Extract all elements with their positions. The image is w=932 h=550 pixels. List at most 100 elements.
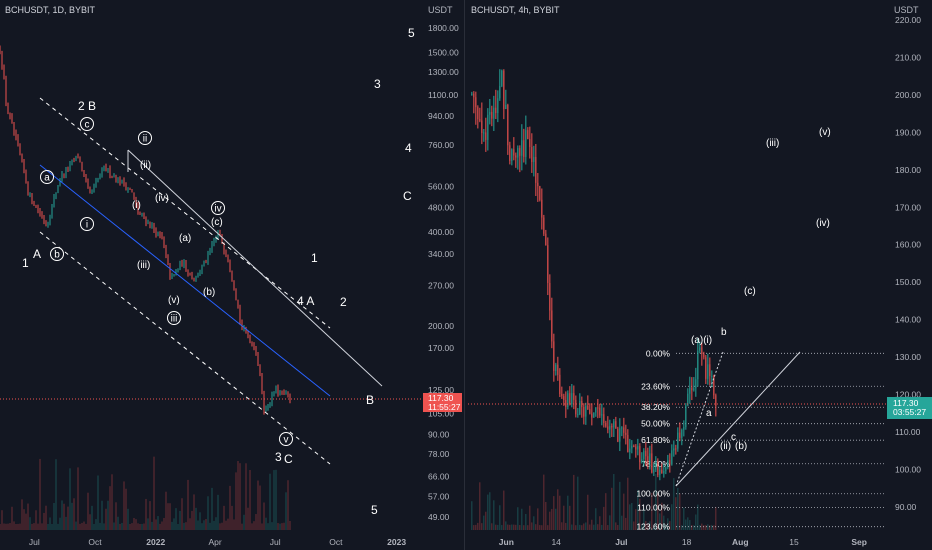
candle-body bbox=[39, 210, 41, 214]
price-axis[interactable]: USDT 220.00 210.00 200.00 190.00 180.00 170.0… bbox=[887, 5, 932, 512]
volume-bar bbox=[5, 523, 7, 530]
candle-body bbox=[183, 262, 185, 266]
candle-body bbox=[47, 223, 49, 226]
panel-daily[interactable]: 5 3 4 C 1 2 4 A B 5 2 B 1 A 3 C c bbox=[0, 5, 462, 547]
candle-body bbox=[649, 453, 651, 463]
trendline[interactable] bbox=[127, 149, 383, 387]
candle-body bbox=[705, 357, 707, 379]
volume-bar bbox=[491, 523, 493, 530]
candle-body bbox=[659, 469, 661, 475]
volume-bar bbox=[485, 511, 487, 530]
volume-bar bbox=[173, 518, 175, 530]
volume-bar bbox=[245, 463, 247, 530]
channel-lower-line[interactable] bbox=[39, 231, 331, 465]
candle-body bbox=[529, 138, 531, 148]
time-axis[interactable]: Jul Oct 2022 Apr Jul Oct 2023 bbox=[29, 537, 406, 547]
volume-bar bbox=[131, 523, 133, 530]
candle-body bbox=[617, 428, 619, 442]
volume-bar bbox=[161, 521, 163, 530]
candle-body bbox=[11, 116, 13, 123]
volume-bar bbox=[609, 515, 611, 530]
volume-bar bbox=[645, 520, 647, 530]
channel-median-line[interactable] bbox=[39, 164, 331, 397]
candle-body bbox=[169, 263, 171, 278]
price-tick-label: 210.00 bbox=[895, 52, 921, 62]
volume-bar bbox=[669, 521, 671, 530]
wave-label: 3 bbox=[374, 77, 381, 91]
last-price-badge bbox=[887, 397, 932, 419]
volume-bar bbox=[471, 501, 473, 530]
candle-body bbox=[213, 239, 215, 243]
volume-bar bbox=[653, 524, 655, 530]
candle-body bbox=[161, 235, 163, 240]
wave-label: 4 A bbox=[297, 294, 314, 308]
volume-bar bbox=[177, 523, 179, 530]
fib-trend-line[interactable] bbox=[675, 351, 801, 487]
volume-bars bbox=[471, 473, 717, 530]
symbol-title[interactable]: BCHUSDT, 1D, BYBIT bbox=[5, 5, 96, 15]
candle-body bbox=[225, 251, 227, 257]
candle-body bbox=[61, 173, 63, 181]
volume-bar bbox=[191, 510, 193, 530]
price-axis[interactable]: USDT 1800.00 1500.00 1300.00 1100.00 940.00 7… bbox=[423, 5, 462, 522]
volume-bar bbox=[531, 522, 533, 530]
candle-body bbox=[99, 175, 101, 179]
volume-bar bbox=[263, 502, 265, 530]
volume-bar bbox=[573, 474, 575, 530]
volume-bar bbox=[127, 508, 129, 530]
candle-body bbox=[141, 214, 143, 216]
volume-bar bbox=[179, 510, 181, 530]
volume-bar bbox=[223, 505, 225, 530]
volume-bar bbox=[153, 456, 155, 530]
volume-bar bbox=[31, 523, 33, 530]
candle-body bbox=[151, 225, 153, 228]
candle-body bbox=[503, 70, 505, 110]
candle-body bbox=[101, 169, 103, 176]
price-tick-label: 170.00 bbox=[428, 343, 454, 353]
volume-bar bbox=[481, 523, 483, 530]
volume-bar bbox=[25, 513, 27, 530]
candle-body bbox=[565, 400, 567, 408]
time-axis[interactable]: Jun 14 Jul 18 Aug 15 Sep bbox=[499, 537, 867, 547]
candle-body bbox=[647, 456, 649, 463]
candle-body bbox=[601, 414, 603, 416]
candle-body bbox=[709, 364, 711, 377]
volume-bar bbox=[687, 517, 689, 530]
candle-body bbox=[181, 262, 183, 266]
candle-body bbox=[667, 460, 669, 468]
candle-body bbox=[629, 448, 631, 453]
candle-body bbox=[191, 273, 193, 279]
volume-bar bbox=[529, 505, 531, 530]
volume-bar bbox=[527, 525, 529, 530]
volume-bar bbox=[151, 521, 153, 530]
candle-body bbox=[621, 427, 623, 429]
axis-unit: USDT bbox=[894, 5, 919, 15]
volume-bar bbox=[229, 485, 231, 530]
candle-body bbox=[75, 155, 77, 161]
price-tick-label: 400.00 bbox=[428, 227, 454, 237]
candle-body bbox=[631, 445, 633, 449]
candle-body bbox=[605, 423, 607, 427]
volume-bar bbox=[181, 498, 183, 530]
candle-body bbox=[165, 246, 167, 255]
candle-body bbox=[203, 260, 205, 266]
candle-body bbox=[589, 409, 591, 414]
panel-4h[interactable]: 0.00%23.60%38.20%50.00%61.80%78.60%100.0… bbox=[468, 5, 932, 547]
last-price-value: 117.30 bbox=[428, 393, 454, 403]
candle-body bbox=[483, 132, 485, 134]
candle-body bbox=[79, 158, 81, 163]
volume-bar bbox=[225, 520, 227, 530]
wave-label: a bbox=[44, 173, 50, 184]
candle-body bbox=[167, 254, 169, 264]
channel-upper-line[interactable] bbox=[39, 97, 331, 329]
candle-body bbox=[663, 471, 665, 474]
candle-body bbox=[477, 107, 479, 120]
volume-bar bbox=[163, 517, 165, 530]
fib-level-label: 100.00% bbox=[636, 489, 670, 499]
volume-bar bbox=[597, 524, 599, 530]
candle-body bbox=[59, 180, 61, 187]
candle-body bbox=[251, 342, 253, 344]
symbol-title[interactable]: BCHUSDT, 4h, BYBIT bbox=[471, 5, 560, 15]
wave-circle bbox=[167, 311, 181, 325]
